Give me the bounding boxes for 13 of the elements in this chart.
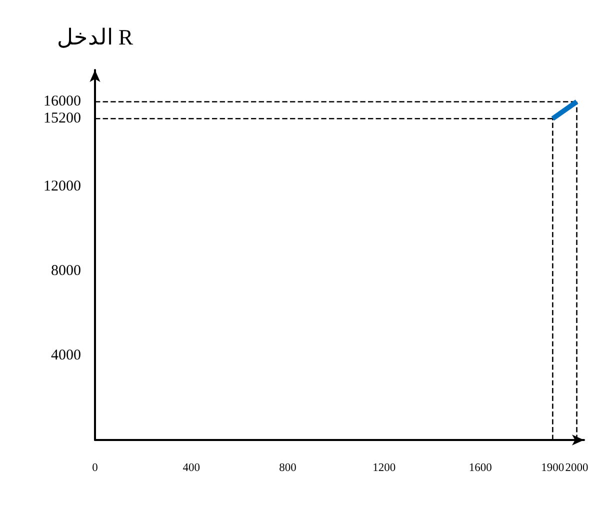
x-tick-label: 800 xyxy=(279,462,297,474)
y-tick-label: 12000 xyxy=(44,178,81,194)
y-tick-label: 15200 xyxy=(44,110,81,127)
x-tick-label: 1600 xyxy=(468,462,492,474)
x-tick-label: 400 xyxy=(182,462,200,474)
y-tick-label: 8000 xyxy=(51,262,81,279)
x-tick-label: 0 xyxy=(92,462,98,474)
x-tick-label: 1200 xyxy=(372,462,396,474)
x-tick-label: 1900 xyxy=(541,462,564,474)
y-axis-title: الدخل R xyxy=(56,24,134,50)
y-tick-label: 16000 xyxy=(44,94,81,110)
y-tick-label: 4000 xyxy=(51,347,81,364)
x-tick-label: 2000 xyxy=(565,462,589,474)
